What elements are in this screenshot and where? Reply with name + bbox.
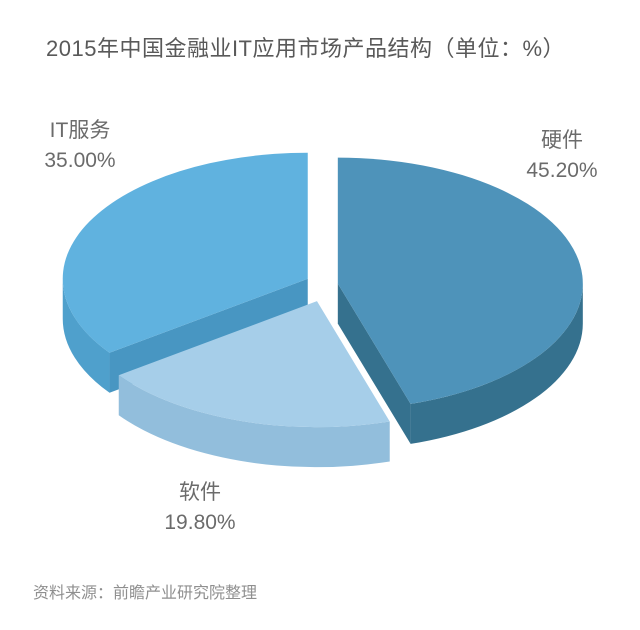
pie-slice-1	[118, 301, 390, 468]
source-note: 资料来源：前瞻产业研究院整理	[33, 585, 258, 602]
slice-name: IT服务	[49, 119, 111, 142]
slice-label-hardware: 硬件 45.20%	[492, 126, 632, 186]
slice-label-it-services: IT服务 35.00%	[10, 116, 150, 176]
pie-slice-0	[337, 157, 583, 444]
slice-name: 硬件	[541, 129, 583, 152]
slice-value: 45.20%	[526, 159, 598, 182]
slice-value: 19.80%	[164, 511, 236, 534]
slice-label-software: 软件 19.80%	[130, 478, 270, 538]
slice-name: 软件	[179, 481, 221, 504]
slice-value: 35.00%	[44, 149, 116, 172]
chart-title: 2015年中国金融业IT应用市场产品结构（单位：%）	[46, 36, 566, 61]
